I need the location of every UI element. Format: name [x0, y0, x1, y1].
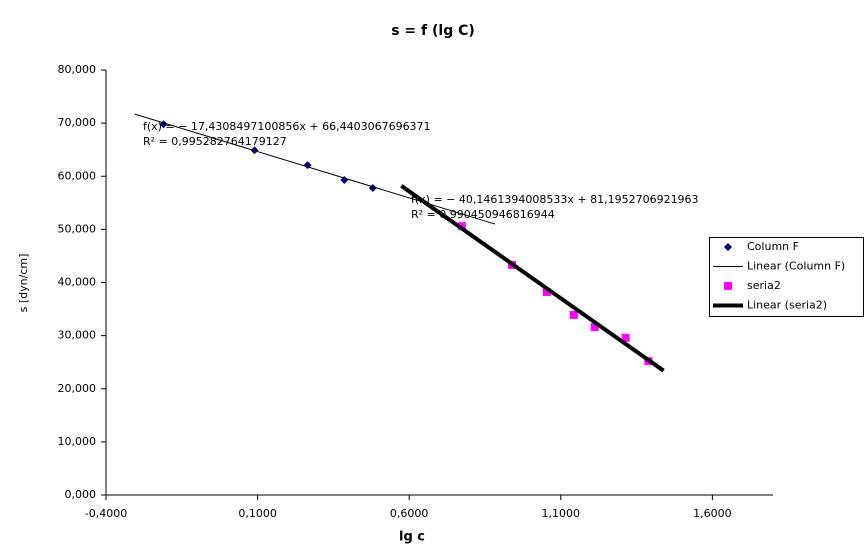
legend-symbol [724, 282, 732, 290]
y-tick-label: 60,000 [58, 169, 97, 182]
x-axis-label: lg c [399, 530, 425, 545]
x-tick-label: 0,1000 [238, 507, 277, 520]
x-tick-label: 0,6000 [390, 507, 429, 520]
annotation: R² = 0,995282764179127 [143, 135, 287, 148]
chart-title: s = f (lg C) [391, 23, 475, 39]
y-tick-label: 50,000 [58, 222, 97, 235]
x-tick-label: 1,6000 [693, 507, 732, 520]
legend-label: Column F [747, 240, 799, 253]
annotation: f(x) = − 17,4308497100856x + 66,44030676… [143, 120, 431, 133]
annotation: f(x) = − 40,1461394008533x + 81,19527069… [411, 193, 699, 206]
trend-line [134, 113, 496, 225]
annotation: R² = 0,990450946816944 [411, 208, 555, 221]
y-axis-label: s [dyn/cm] [17, 254, 30, 313]
data-point [569, 310, 578, 319]
y-tick-label: 0,000 [65, 488, 97, 501]
y-tick-label: 40,000 [58, 276, 97, 289]
trend-line [400, 184, 665, 373]
legend-label: Linear (Column F) [747, 260, 845, 273]
y-tick-label: 70,000 [58, 116, 97, 129]
y-tick-label: 80,000 [58, 63, 97, 76]
data-point [542, 288, 551, 297]
y-tick-label: 20,000 [58, 382, 97, 395]
legend-symbol [724, 243, 732, 251]
legend-box [709, 237, 864, 317]
x-tick-label: -0,4000 [85, 507, 127, 520]
data-point [590, 323, 599, 332]
legend-label: Linear (seria2) [747, 299, 827, 312]
y-tick-label: 30,000 [58, 329, 97, 342]
y-tick-label: 10,000 [58, 435, 97, 448]
data-point [621, 333, 630, 342]
legend-label: seria2 [747, 279, 781, 292]
x-tick-label: 1,1000 [542, 507, 581, 520]
